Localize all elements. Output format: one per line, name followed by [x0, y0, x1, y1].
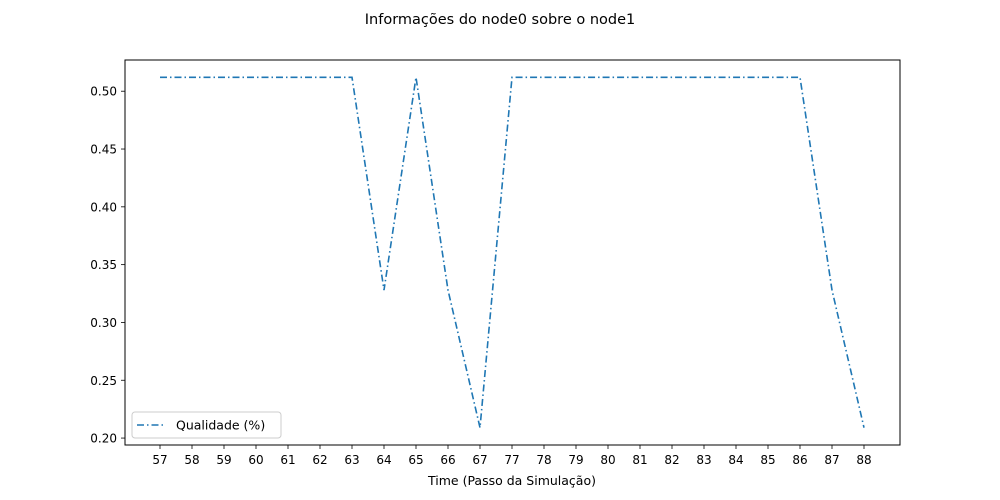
x-tick-label: 66: [440, 453, 455, 467]
x-tick-label: 58: [184, 453, 199, 467]
x-tick-label: 88: [856, 453, 871, 467]
chart-title: Informações do node0 sobre o node1: [365, 12, 636, 28]
x-tick-label: 78: [536, 453, 551, 467]
x-tick-label: 65: [408, 453, 423, 467]
x-tick-label: 82: [664, 453, 679, 467]
x-tick-label: 63: [344, 453, 359, 467]
x-tick-label: 77: [504, 453, 519, 467]
x-tick-label: 85: [760, 453, 775, 467]
x-tick-label: 57: [152, 453, 167, 467]
y-tick-label: 0.35: [90, 258, 117, 272]
legend-box: [131, 411, 282, 439]
x-tick-label: 81: [632, 453, 647, 467]
legend-label: Qualidade (%): [176, 418, 265, 433]
x-axis: 57 58 59 60 61 62 63 64 65 66 67 77 78 79 80 81 82 83 84 85…: [152, 445, 872, 467]
x-tick-label: 64: [376, 453, 391, 467]
x-tick-label: 59: [216, 453, 231, 467]
series-line-qualidade: [160, 76, 865, 428]
x-tick-label: 83: [696, 453, 711, 467]
x-tick-label: 84: [728, 453, 743, 467]
y-tick-label: 0.50: [90, 85, 117, 99]
x-tick-label: 61: [280, 453, 295, 467]
x-tick-label: 79: [568, 453, 583, 467]
series-layer: [160, 76, 865, 428]
plot-area: [124, 59, 901, 446]
y-tick-label: 0.40: [90, 200, 117, 214]
x-tick-label: 80: [600, 453, 615, 467]
y-tick-label: 0.30: [90, 316, 117, 330]
y-tick-label: 0.20: [90, 432, 117, 446]
legend: Qualidade (%): [131, 411, 282, 439]
x-tick-label: 67: [472, 453, 487, 467]
x-tick-label: 87: [824, 453, 839, 467]
x-tick-label: 62: [312, 453, 327, 467]
x-tick-label: 60: [248, 453, 263, 467]
y-tick-label: 0.45: [90, 143, 117, 157]
x-tick-label: 86: [792, 453, 807, 467]
y-axis: 0.20 0.25 0.30 0.35 0.40 0.45 0.50: [90, 85, 125, 446]
y-tick-label: 0.25: [90, 374, 117, 388]
x-axis-label: Time (Passo da Simulação): [427, 473, 596, 488]
